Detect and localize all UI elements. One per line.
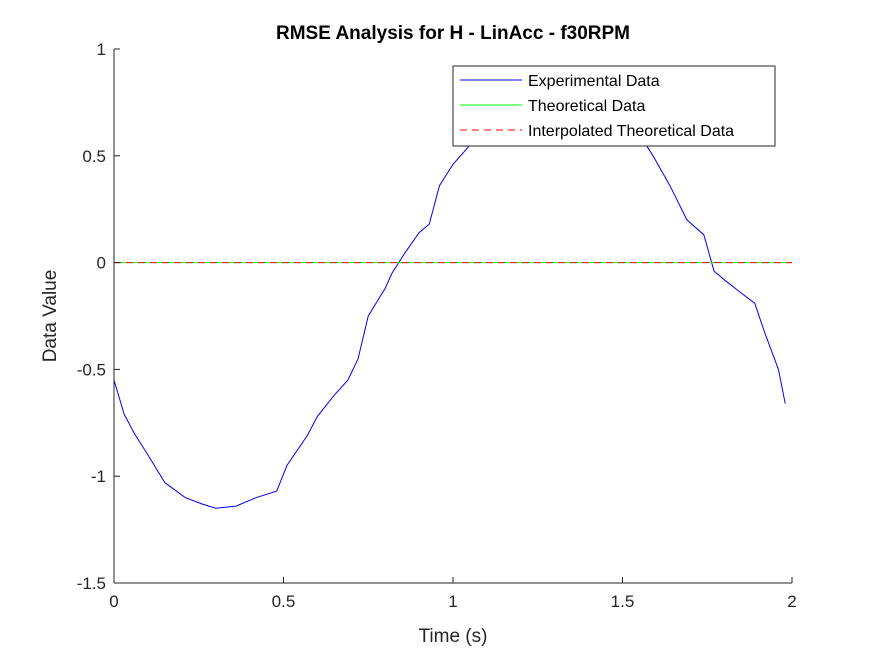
x-tick-label: 1.5 bbox=[611, 592, 635, 611]
legend-label-1: Experimental Data bbox=[528, 73, 660, 90]
y-tick-label: 0 bbox=[97, 254, 106, 273]
y-tick-label: 0.5 bbox=[82, 147, 106, 166]
legend-label-2: Theoretical Data bbox=[528, 98, 645, 115]
y-tick-label: -1.5 bbox=[77, 574, 106, 593]
x-tick-label: 1 bbox=[448, 592, 457, 611]
y-axis-label: Data Value bbox=[40, 270, 61, 363]
x-axis-label: Time (s) bbox=[419, 626, 488, 647]
legend-box bbox=[452, 65, 776, 147]
x-tick-label: 2 bbox=[787, 592, 796, 611]
x-tick-label: 0.5 bbox=[272, 592, 296, 611]
legend-label-3: Interpolated Theoretical Data bbox=[528, 123, 734, 140]
axes-layer: 0 0.5 1 1.5 2 -1.5 -1 -0.5 0 0.5 1 bbox=[77, 40, 797, 611]
chart-title: RMSE Analysis for H - LinAcc - f30RPM bbox=[276, 23, 630, 44]
legend-items: Experimental Data Theoretical Data Interpo… bbox=[460, 73, 734, 140]
x-tick-label: 0 bbox=[109, 592, 118, 611]
y-tick-label: 1 bbox=[97, 40, 106, 59]
y-tick-label: -1 bbox=[91, 467, 106, 486]
series-layer bbox=[114, 108, 792, 509]
y-tick-label: -0.5 bbox=[77, 360, 106, 379]
series-line-1 bbox=[114, 108, 786, 509]
legend: Experimental Data Theoretical Data Interpo… bbox=[452, 65, 776, 147]
